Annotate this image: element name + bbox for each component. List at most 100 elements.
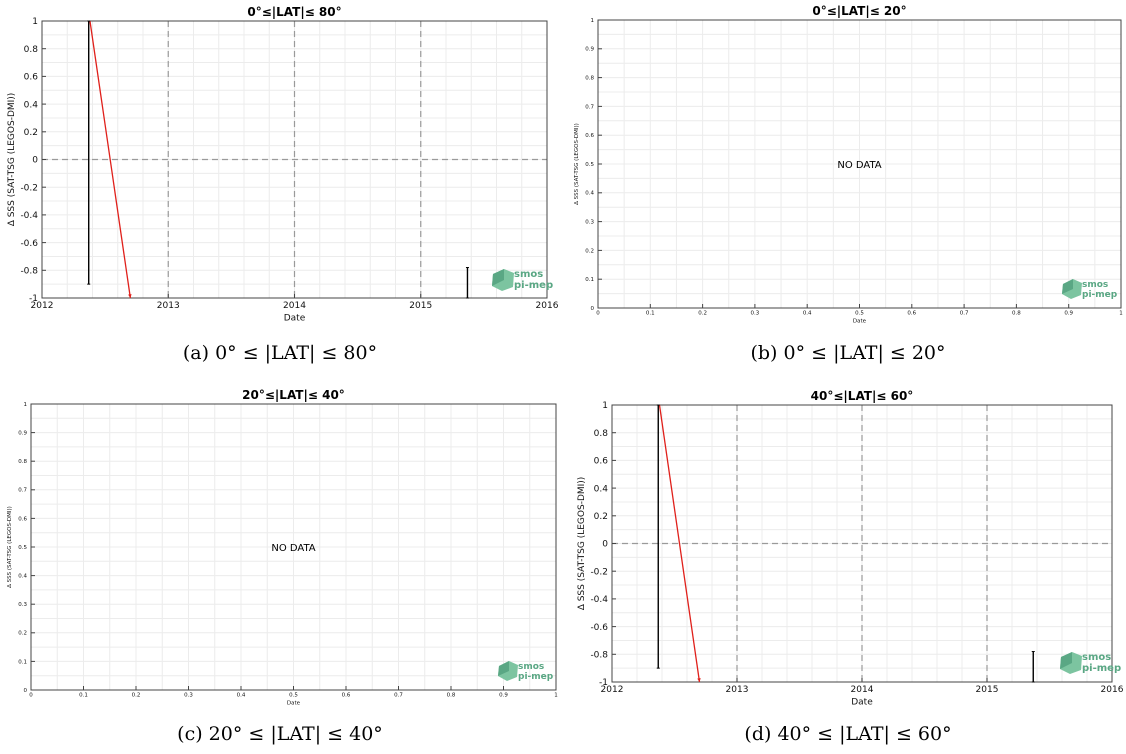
y-tick-label: 0.5 xyxy=(585,162,594,168)
y-tick-label: -1 xyxy=(599,678,608,688)
caption-b: (b) 0° ≤ |LAT| ≤ 20° xyxy=(750,342,946,364)
caption-d: (d) 40° ≤ |LAT| ≤ 60° xyxy=(744,723,952,745)
chart-b-svg: 0 0.1 0.2 0.3 0.4 0.5 0.6 0.7 0.8 0.9 1 0 0.1 0.2 0.3 0… xyxy=(574,4,1123,325)
x-tick-label: 0.1 xyxy=(646,311,655,317)
y-tick-label: -1 xyxy=(29,294,38,304)
x-tick-label: 0.4 xyxy=(803,311,812,317)
x-tick-label: 0.9 xyxy=(1064,311,1073,317)
chart-a-svg: 2012 2013 2014 2015 2016 -1 -0.8 -0.6 -0.4 -0.2 0 0… xyxy=(7,5,559,324)
x-tick-label: 2015 xyxy=(976,685,999,695)
y-axis-label: Δ SSS (SAT-TSG (LEGOS-DMI)) xyxy=(574,123,580,205)
x-tick-label: 1 xyxy=(554,693,558,699)
y-tick-label: -0.8 xyxy=(590,650,608,660)
y-tick-label: 0.7 xyxy=(585,104,594,110)
x-tick-label: 2016 xyxy=(536,301,559,311)
chart-d-svg: 2012 2013 2014 2015 2016 -1 -0.8 -0.6 -0.4 -0.2 0 0… xyxy=(577,389,1124,708)
chart-panel-d: 2012 2013 2014 2015 2016 -1 -0.8 -0.6 -0.4 -0.2 0 0… xyxy=(570,383,1126,713)
trend-arrowhead xyxy=(697,678,701,682)
x-tick-label: 0.2 xyxy=(698,311,707,317)
y-tick-label: 0.2 xyxy=(594,512,608,522)
y-tick-label: 0.8 xyxy=(594,429,609,439)
y-tick-label: 0.4 xyxy=(594,484,609,494)
logo-line2: pi-mep xyxy=(514,280,554,291)
y-tick-label: 0.7 xyxy=(18,488,27,494)
x-tick-label: 0.7 xyxy=(394,693,403,699)
x-tick-label: 0.1 xyxy=(79,693,88,699)
smos-logo: smos pi-mep xyxy=(490,268,554,296)
y-tick-label: 0.6 xyxy=(18,516,27,522)
trend-line xyxy=(89,20,132,299)
chart-panel-c: 0 0.1 0.2 0.3 0.4 0.5 0.6 0.7 0.8 0.9 1 0 0.1 0.2 0.3 0… xyxy=(0,383,560,713)
x-tick-label: 2013 xyxy=(157,301,180,311)
trend-arrowhead xyxy=(128,294,132,298)
chart-title: 40°≤|LAT|≤ 60° xyxy=(811,389,914,403)
y-tick-label: 0.3 xyxy=(585,220,594,226)
no-data-label: NO DATA xyxy=(837,160,881,171)
x-tick-label: 0.8 xyxy=(1012,311,1021,317)
smos-logo: smos pi-mep xyxy=(1060,278,1120,304)
no-data-label: NO DATA xyxy=(271,543,315,554)
logo-line1: smos xyxy=(518,662,545,672)
y-tick-label: -0.2 xyxy=(20,183,38,193)
y-axis-label: Δ SSS (SAT-TSG (LEGOS-DMI)) xyxy=(7,506,13,588)
x-tick-label: 0 xyxy=(29,693,33,699)
x-tick-label: 0.3 xyxy=(751,311,760,317)
y-tick-label: -0.2 xyxy=(590,567,608,577)
y-tick-label: 0 xyxy=(32,156,38,166)
y-tick-label: 0.6 xyxy=(585,133,594,139)
x-tick-label: 2015 xyxy=(409,301,432,311)
logo-line2: pi-mep xyxy=(1082,663,1122,674)
logo-line1: smos xyxy=(1082,280,1109,290)
x-axis-label: Date xyxy=(287,701,301,707)
x-axis-label: Date xyxy=(284,314,306,324)
x-tick-label: 2014 xyxy=(283,301,306,311)
x-tick-label: 2012 xyxy=(31,301,54,311)
chart-title: 20°≤|LAT|≤ 40° xyxy=(242,388,345,402)
x-axis-label: Date xyxy=(853,319,867,325)
smos-logo: smos pi-mep xyxy=(1058,651,1122,679)
smos-logo-icon xyxy=(498,661,518,681)
chart-panel-a: 2012 2013 2014 2015 2016 -1 -0.8 -0.6 -0.4 -0.2 0 0… xyxy=(0,0,560,330)
x-tick-label: 0.9 xyxy=(499,693,508,699)
y-tick-label: 0.1 xyxy=(585,277,594,283)
x-tick-label: 0.4 xyxy=(237,693,246,699)
chart-c-svg: 0 0.1 0.2 0.3 0.4 0.5 0.6 0.7 0.8 0.9 1 0 0.1 0.2 0.3 0… xyxy=(7,388,558,707)
y-tick-label: 0.2 xyxy=(18,631,27,637)
y-tick-label: 0.2 xyxy=(24,128,38,138)
y-tick-label: 0.8 xyxy=(585,76,594,82)
y-tick-label: 0.5 xyxy=(18,545,27,551)
chart-title: 0°≤|LAT|≤ 80° xyxy=(247,5,341,19)
y-tick-label: 1 xyxy=(591,18,595,24)
x-tick-label: 0.3 xyxy=(184,693,193,699)
y-tick-label: 0.4 xyxy=(585,191,594,197)
smos-logo-icon xyxy=(1062,279,1082,299)
y-tick-label: 0.6 xyxy=(24,73,39,83)
x-tick-label: 0.5 xyxy=(289,693,298,699)
y-tick-label: 0.4 xyxy=(24,100,39,110)
x-tick-label: 0.7 xyxy=(960,311,969,317)
chart-panel-b: 0 0.1 0.2 0.3 0.4 0.5 0.6 0.7 0.8 0.9 1 0 0.1 0.2 0.3 0… xyxy=(570,0,1126,330)
x-tick-label: 2016 xyxy=(1101,685,1124,695)
x-tick-label: 2014 xyxy=(851,685,874,695)
y-tick-label: 1 xyxy=(32,17,38,27)
x-tick-label: 2013 xyxy=(726,685,749,695)
y-tick-label: 1 xyxy=(602,401,608,411)
y-tick-label: 0.8 xyxy=(24,45,39,55)
y-tick-label: -0.6 xyxy=(590,623,608,633)
x-tick-label: 2012 xyxy=(601,685,624,695)
x-axis-label: Date xyxy=(851,698,873,708)
x-tick-label: 1 xyxy=(1119,311,1123,317)
smos-logo-icon xyxy=(492,269,514,291)
y-tick-label: 0 xyxy=(602,540,608,550)
caption-c: (c) 20° ≤ |LAT| ≤ 40° xyxy=(177,723,383,745)
y-tick-label: 0.9 xyxy=(18,431,27,437)
smos-logo: smos pi-mep xyxy=(496,660,556,686)
logo-line1: smos xyxy=(1082,652,1112,663)
logo-line2: pi-mep xyxy=(518,672,554,682)
logo-line2: pi-mep xyxy=(1082,290,1118,300)
caption-a: (a) 0° ≤ |LAT| ≤ 80° xyxy=(182,342,378,364)
y-tick-label: 0.8 xyxy=(18,459,27,465)
x-tick-label: 0.6 xyxy=(342,693,351,699)
y-tick-label: -0.4 xyxy=(20,211,38,221)
y-tick-label: 0.3 xyxy=(18,602,27,608)
